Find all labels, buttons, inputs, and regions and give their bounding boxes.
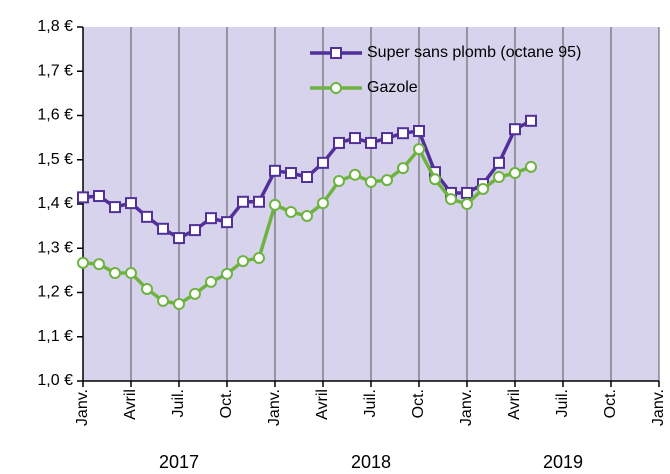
x-tick-label: Avril <box>122 389 139 420</box>
y-tick-label: 1,5 € <box>37 151 73 168</box>
marker <box>445 193 457 206</box>
y-tick-label: 1,3 € <box>37 239 73 256</box>
marker <box>413 143 425 156</box>
marker <box>509 123 521 136</box>
marker <box>317 156 329 169</box>
marker <box>157 222 169 235</box>
marker <box>525 114 537 127</box>
y-tick-label: 1,1 € <box>37 328 73 345</box>
marker <box>333 136 345 149</box>
marker <box>333 174 345 187</box>
marker <box>365 175 377 188</box>
marker <box>493 171 505 184</box>
marker <box>109 201 121 214</box>
year-label: 2018 <box>351 452 391 472</box>
legend-marker <box>330 82 342 94</box>
marker <box>77 191 89 204</box>
marker <box>125 267 137 280</box>
x-tick-label: Juil. <box>554 389 571 417</box>
legend-label: Super sans plomb (octane 95) <box>367 44 581 61</box>
x-tick-label: Oct. <box>602 389 619 418</box>
marker <box>253 251 265 264</box>
marker <box>141 210 153 223</box>
year-label: 2017 <box>159 452 199 472</box>
marker <box>461 186 473 199</box>
marker <box>125 197 137 210</box>
y-tick-label: 1,7 € <box>37 62 73 79</box>
year-label: 2019 <box>543 452 583 472</box>
marker <box>77 256 89 269</box>
marker <box>221 216 233 229</box>
marker <box>509 167 521 180</box>
marker <box>205 212 217 225</box>
marker <box>413 124 425 137</box>
x-tick-label: Avril <box>506 389 523 420</box>
y-tick-label: 1,6 € <box>37 107 73 124</box>
marker <box>253 195 265 208</box>
marker <box>205 275 217 288</box>
marker <box>349 168 361 181</box>
marker <box>269 198 281 211</box>
marker <box>157 294 169 307</box>
x-tick-label: Janv. <box>266 389 283 426</box>
marker <box>93 258 105 271</box>
marker <box>525 160 537 173</box>
x-tick-label: Janv. <box>458 389 475 426</box>
marker <box>285 205 297 218</box>
x-tick-label: Janv. <box>650 389 667 426</box>
marker <box>397 162 409 175</box>
x-tick-label: Janv. <box>74 389 91 426</box>
marker <box>173 298 185 311</box>
y-tick-label: 1,8 € <box>37 18 73 35</box>
x-tick-label: Juil. <box>170 389 187 417</box>
marker <box>301 209 313 222</box>
marker <box>301 171 313 184</box>
marker <box>397 127 409 140</box>
marker <box>141 282 153 295</box>
legend-label: Gazole <box>367 79 418 96</box>
marker <box>237 195 249 208</box>
marker <box>269 164 281 177</box>
marker <box>429 173 441 186</box>
marker <box>493 156 505 169</box>
marker <box>349 132 361 145</box>
y-tick-label: 1,0 € <box>37 372 73 389</box>
marker <box>317 197 329 210</box>
x-tick-label: Oct. <box>218 389 235 418</box>
marker <box>461 198 473 210</box>
marker <box>221 267 233 280</box>
marker <box>237 255 249 268</box>
legend-marker <box>330 47 342 59</box>
x-tick-label: Avril <box>314 389 331 420</box>
y-tick-label: 1,4 € <box>37 195 73 212</box>
marker <box>477 182 489 195</box>
marker <box>365 136 377 149</box>
x-tick-label: Juil. <box>362 389 379 417</box>
y-tick-label: 1,2 € <box>37 284 73 301</box>
marker <box>93 190 105 203</box>
marker <box>109 267 121 280</box>
marker <box>285 167 297 180</box>
marker <box>381 174 393 187</box>
x-tick-label: Oct. <box>410 389 427 418</box>
marker <box>381 132 393 145</box>
marker <box>189 287 201 300</box>
marker <box>189 224 201 237</box>
marker <box>173 232 185 245</box>
